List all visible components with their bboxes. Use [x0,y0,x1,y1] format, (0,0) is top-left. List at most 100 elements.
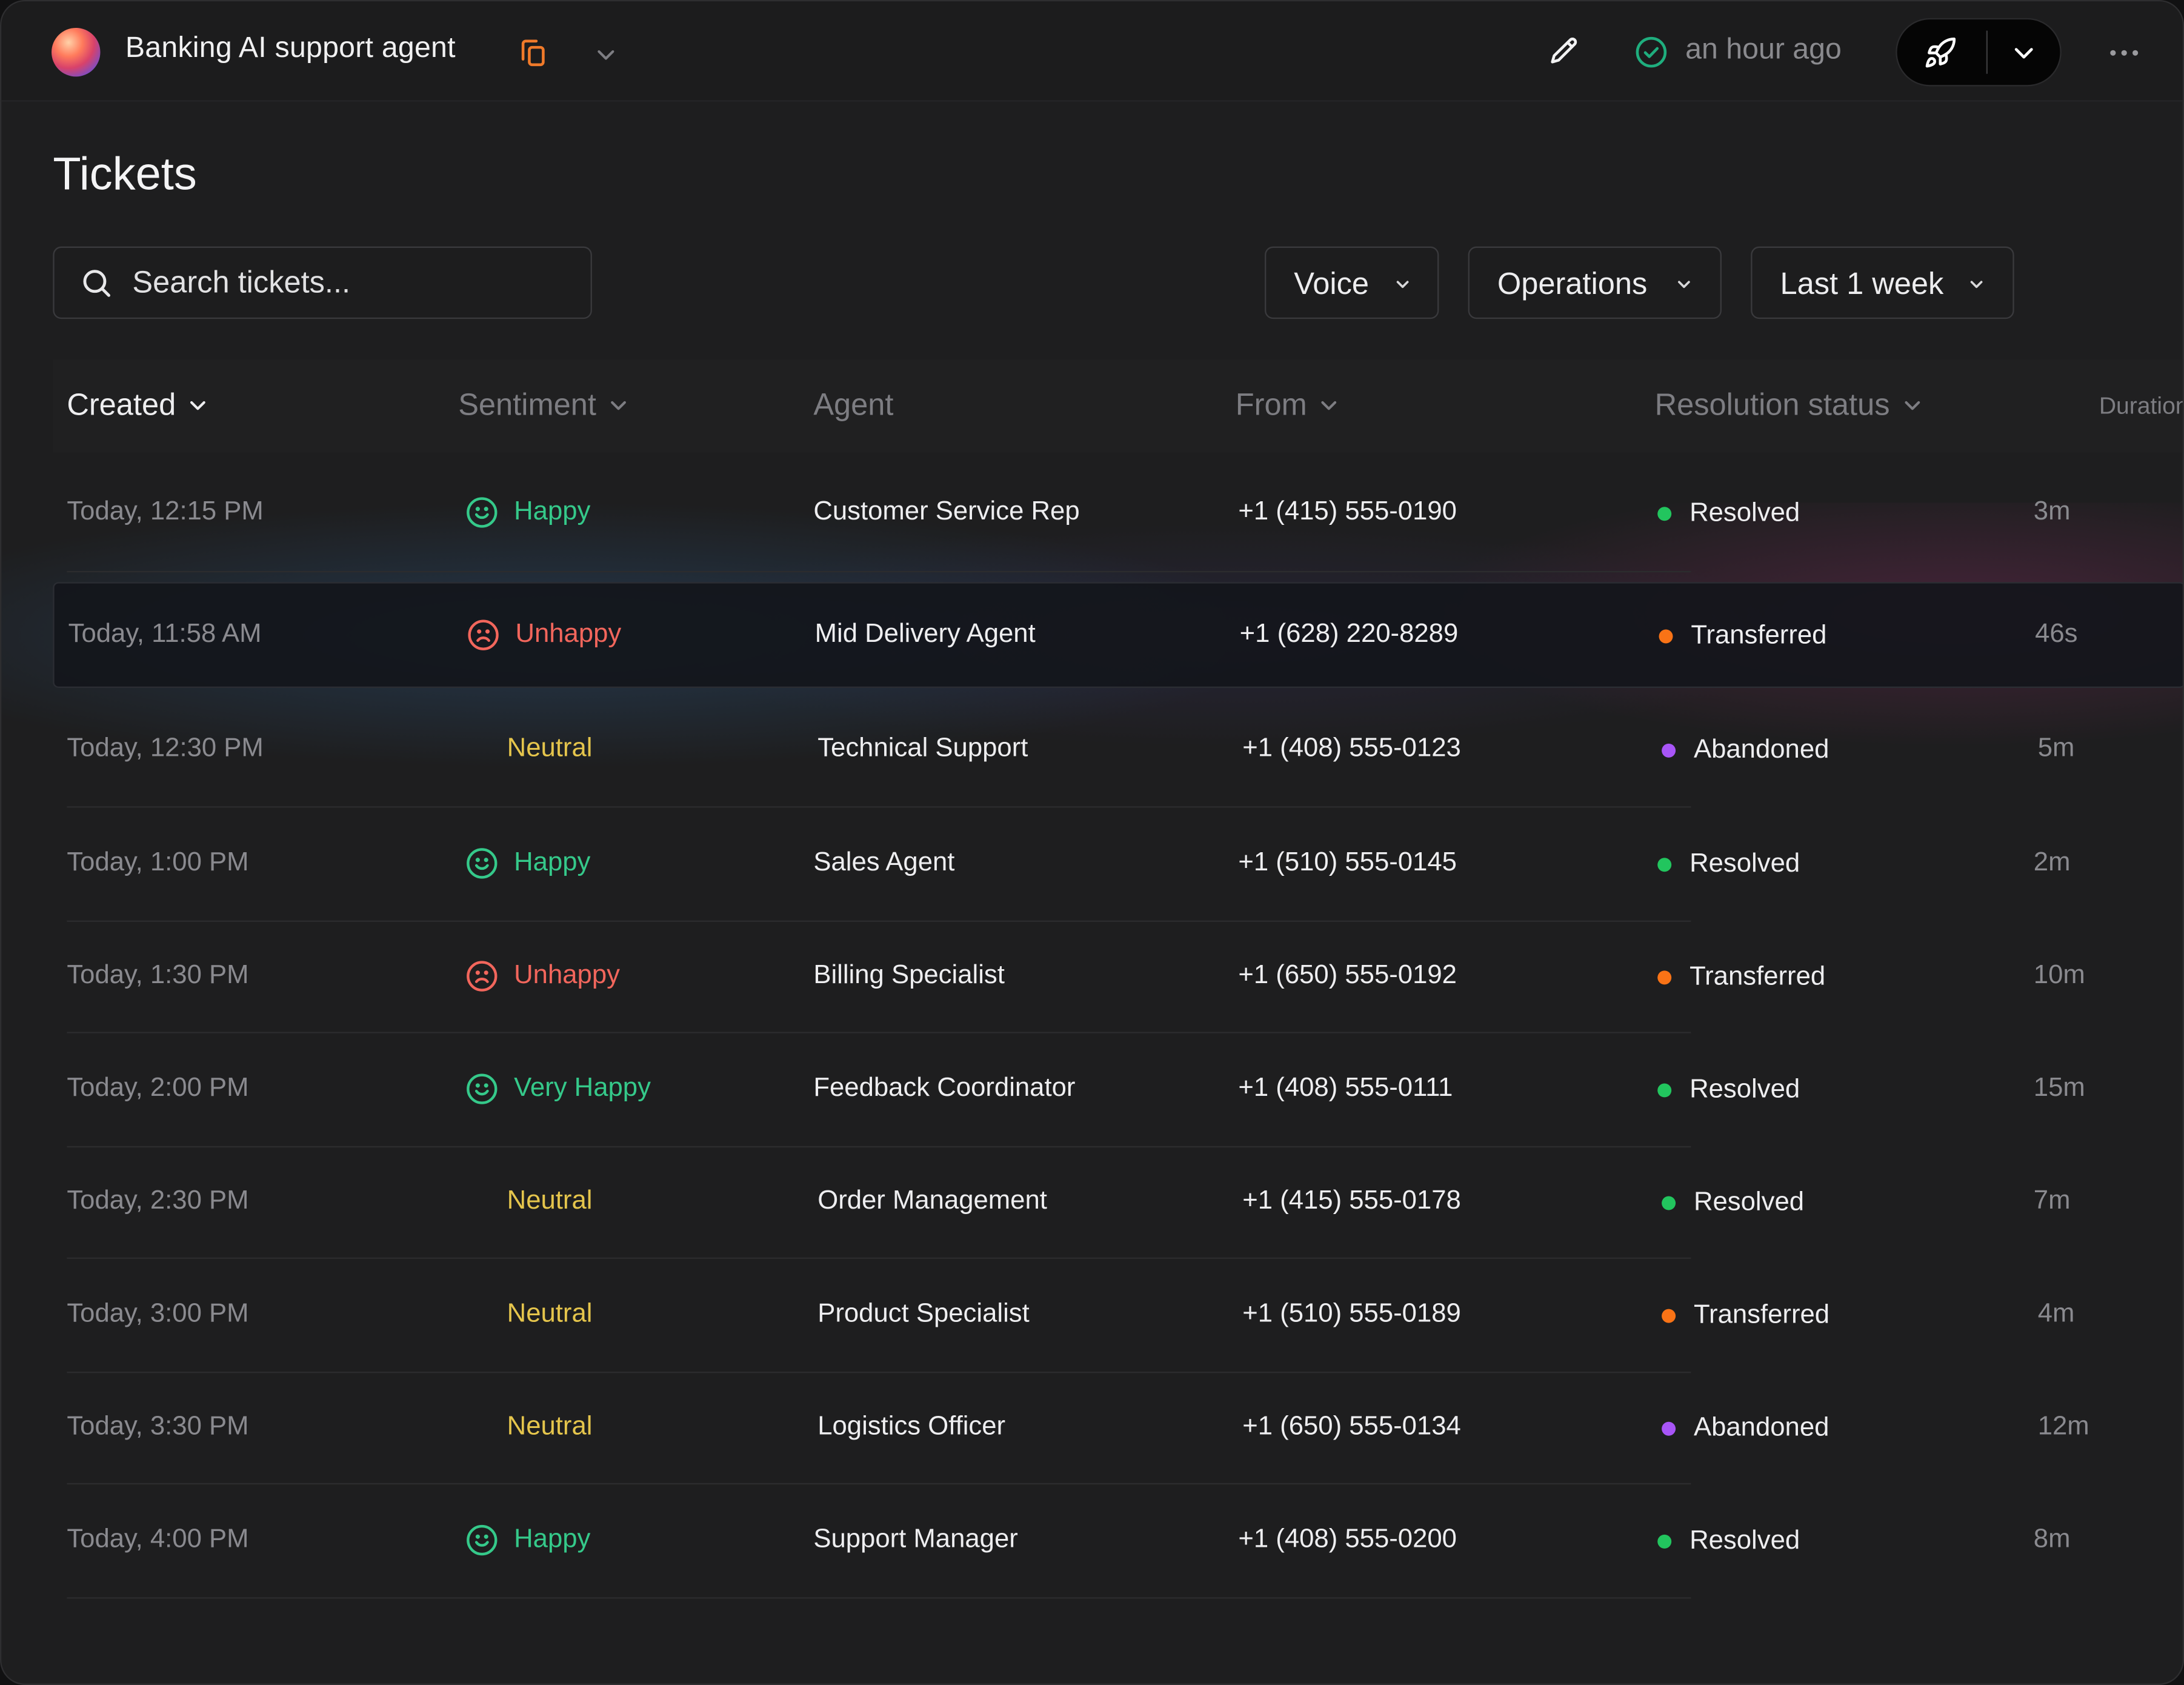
chevron-down-icon[interactable] [593,42,618,67]
from-cell: +1 (650) 555-0134 [1242,1412,1461,1441]
resolution-label: Resolved [1690,1526,1800,1556]
created-cell: Today, 2:30 PM [67,1186,249,1216]
status-dot [1657,507,1672,521]
resolution-label: Abandoned [1693,1413,1829,1443]
agent-cell: Technical Support [817,733,1028,764]
date-range-dropdown[interactable]: Last 1 week [1751,246,2014,319]
agent-cell: Sales Agent [813,848,955,878]
rocket-icon [1925,38,1956,68]
agent-avatar[interactable] [52,27,101,77]
sentiment-label: Happy [514,1524,591,1555]
sentiment-cell: Very Happy [465,1069,651,1108]
column-agent[interactable]: Agent [813,387,893,424]
status-dot [1662,1309,1676,1323]
resolution-cell: Transferred [1659,618,1827,655]
column-resolution-status[interactable]: Resolution status [1655,387,1923,424]
table-row[interactable]: Today, 3:30 PM Neutral Logistics Officer +1… [53,1373,2182,1485]
agent-cell: Mid Delivery Agent [814,619,1036,649]
sentiment-label: Happy [514,848,591,878]
table-row[interactable]: Today, 1:00 PM Happy Sales Agent +1 (510) 5… [53,808,2182,922]
resolution-cell: Resolved [1657,496,1800,532]
created-cell: Today, 11:58 AM [68,619,262,649]
row-divider [67,1032,1691,1033]
resolution-label: Resolved [1690,849,1800,879]
created-cell: Today, 3:00 PM [67,1299,249,1329]
from-cell: +1 (415) 555-0178 [1242,1186,1461,1216]
chevron-down-icon [1904,401,1920,410]
sentiment-label: Neutral [507,1299,593,1329]
column-from[interactable]: From [1236,387,1340,424]
column-sentiment[interactable]: Sentiment [458,387,630,424]
created-cell: Today, 2:00 PM [67,1073,249,1103]
from-cell: +1 (408) 555-0200 [1238,1524,1457,1555]
agent-cell: Feedback Coordinator [813,1073,1076,1103]
smile-icon [467,497,498,528]
duration-cell: 4m [2037,1299,2075,1329]
from-cell: +1 (650) 555-0192 [1238,961,1457,990]
resolution-label: Abandoned [1693,735,1829,765]
team-filter-label: Operations [1497,265,1648,301]
agent-cell: Support Manager [813,1524,1018,1555]
chevron-down-icon [611,401,627,410]
sentiment-cell: Happy [465,844,591,883]
table-row[interactable]: Today, 2:00 PM Very Happy Feedback Coordin… [53,1033,2182,1148]
resolution-cell: Resolved [1657,1072,1800,1109]
resolution-label: Transferred [1691,621,1827,650]
table-row[interactable]: Today, 2:30 PM Neutral Order Management +1 … [53,1147,2182,1259]
created-cell: Today, 4:00 PM [67,1524,249,1555]
from-cell: +1 (510) 555-0145 [1238,848,1457,878]
sentiment-label: Unhappy [514,961,620,990]
table-row[interactable]: Today, 1:30 PM Unhappy Billing Specialist +… [53,922,2182,1033]
sentiment-cell: Neutral [507,1408,593,1447]
status-dot [1657,1083,1672,1098]
resolution-cell: Transferred [1662,1298,1829,1334]
resolution-cell: Abandoned [1662,732,1829,769]
table-row[interactable]: Today, 3:00 PM Neutral Product Specialist +… [53,1259,2182,1373]
from-cell: +1 (408) 555-0111 [1238,1073,1453,1103]
table-header: Created Sentiment Agent From Resolution … [53,359,2184,453]
sentiment-label: Neutral [507,1412,593,1441]
column-from-label: From [1235,387,1307,422]
team-filter-dropdown[interactable]: Operations [1468,246,1722,319]
deploy-button-group [1896,18,2062,87]
table-row[interactable]: Today, 12:30 PM Neutral Technical Support +… [53,693,2182,808]
channel-filter-dropdown[interactable]: Voice [1265,246,1439,319]
pencil-icon[interactable] [1548,35,1581,68]
deploy-options-button[interactable] [1988,19,2062,85]
row-divider [67,1257,1691,1259]
agent-title[interactable]: Banking AI support agent [125,32,456,64]
resolution-cell: Resolved [1657,847,1800,883]
deploy-button[interactable] [1897,19,1986,85]
copy-icon[interactable] [517,36,550,70]
resolution-cell: Abandoned [1662,1410,1829,1447]
table-row[interactable]: Today, 12:15 PM Happy Customer Service Rep… [53,455,2182,573]
created-cell: Today, 1:30 PM [67,961,249,990]
date-range-label: Last 1 week [1780,265,1944,301]
channel-filter-label: Voice [1294,265,1370,301]
smile-icon [467,848,498,879]
sentiment-cell: Happy [465,493,590,532]
column-sentiment-label: Sentiment [458,387,596,422]
from-cell: +1 (510) 555-0189 [1242,1299,1461,1329]
search-input[interactable] [132,259,578,307]
more-options-icon[interactable] [2108,48,2141,57]
agent-cell: Order Management [817,1186,1047,1216]
chevron-down-icon [190,401,206,410]
sentiment-cell: Unhappy [467,615,621,654]
duration-cell: 7m [2033,1186,2071,1216]
column-created[interactable]: Created [67,387,209,424]
agent-cell: Product Specialist [817,1299,1030,1329]
table-row[interactable]: Today, 11:58 AM Unhappy Mid Delivery Agent… [53,582,2183,688]
sentiment-label: Very Happy [514,1073,651,1103]
column-duration-label: Duration [2099,392,2184,419]
duration-cell: 3m [2033,497,2071,527]
duration-cell: 46s [2035,619,2078,649]
resolution-cell: Resolved [1662,1185,1804,1221]
resolution-label: Resolved [1690,498,1800,528]
created-cell: Today, 12:15 PM [67,497,264,527]
resolution-label: Resolved [1690,1075,1800,1104]
resolution-label: Transferred [1693,1300,1830,1330]
column-duration[interactable]: Duration [2099,392,2184,421]
agent-cell: Customer Service Rep [813,497,1080,527]
table-row[interactable]: Today, 4:00 PM Happy Support Manager +1 (40… [53,1484,2182,1599]
